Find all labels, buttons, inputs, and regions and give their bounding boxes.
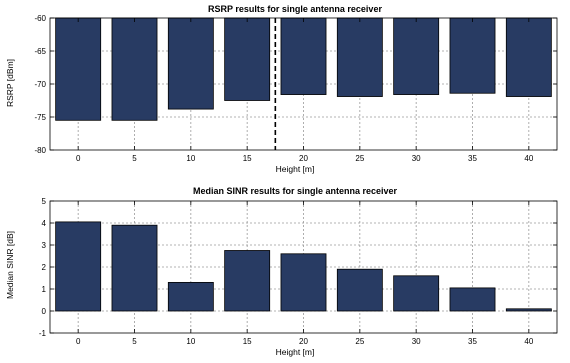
rsrp-bar [224, 17, 271, 101]
rsrp-y-tick-label: -60 [34, 14, 46, 23]
rsrp-bar [280, 17, 327, 95]
rsrp-x-tick-label: 15 [243, 154, 252, 163]
sinr-bar [280, 253, 327, 312]
rsrp-x-tick-label: 0 [76, 154, 81, 163]
rsrp-bar [505, 17, 552, 97]
rsrp-bar [55, 17, 102, 121]
rsrp-bar [336, 17, 383, 97]
sinr-y-tick-label: 4 [42, 219, 47, 228]
rsrp-bar [111, 17, 158, 121]
rsrp-y-tick-label: -70 [34, 80, 46, 89]
rsrp-x-axis-label: Height [m] [276, 164, 315, 174]
sinr-bar [336, 268, 383, 312]
rsrp-x-tick-label: 20 [299, 154, 308, 163]
sinr-y-tick-label: 2 [42, 263, 47, 272]
rsrp-y-tick-label: -65 [34, 47, 46, 56]
sinr-x-tick-label: 40 [524, 337, 533, 346]
sinr-x-tick-label: 5 [132, 337, 137, 346]
rsrp-x-tick-label: 5 [132, 154, 137, 163]
sinr-x-tick-label: 20 [299, 337, 308, 346]
rsrp-bar [167, 17, 214, 110]
rsrp-y-axis-label: RSRP [dBm] [5, 59, 15, 107]
sinr-bar [505, 308, 552, 312]
rsrp-bar [449, 17, 496, 94]
sinr-bar [55, 221, 102, 312]
sinr-x-tick-label: 0 [76, 337, 81, 346]
rsrp-x-tick-label: 25 [355, 154, 364, 163]
rsrp-x-tick-label: 35 [468, 154, 477, 163]
sinr-x-tick-label: 35 [468, 337, 477, 346]
sinr-y-tick-label: -1 [39, 329, 47, 338]
sinr-y-axis-label: Median SINR [dB] [5, 231, 15, 299]
sinr-x-tick-label: 10 [186, 337, 195, 346]
rsrp-y-tick-label: -75 [34, 113, 46, 122]
rsrp-x-tick-label: 10 [186, 154, 195, 163]
sinr-bar [393, 275, 440, 312]
sinr-x-tick-label: 25 [355, 337, 364, 346]
rsrp-x-tick-label: 40 [524, 154, 533, 163]
rsrp-y-tick-label: -80 [34, 146, 46, 155]
rsrp-x-tick-label: 30 [412, 154, 421, 163]
sinr-bar [111, 224, 158, 312]
sinr-x-axis-label: Height [m] [276, 347, 315, 357]
sinr-bar [449, 287, 496, 312]
rsrp-chart-title: RSRP results for single antenna receiver [208, 4, 382, 14]
sinr-y-tick-label: 5 [42, 197, 47, 206]
sinr-x-tick-label: 30 [412, 337, 421, 346]
sinr-y-tick-label: 1 [42, 285, 47, 294]
sinr-y-tick-label: 3 [42, 241, 47, 250]
sinr-bar [224, 250, 271, 312]
rsrp-bar [393, 17, 440, 95]
sinr-chart-title: Median SINR results for single antenna r… [193, 186, 398, 196]
sinr-chart: Median SINR results for single antenna r… [5, 186, 558, 357]
sinr-y-tick-label: 0 [42, 307, 47, 316]
rsrp-chart: RSRP results for single antenna receiver… [5, 4, 558, 174]
sinr-x-tick-label: 15 [243, 337, 252, 346]
sinr-bar [167, 281, 214, 312]
